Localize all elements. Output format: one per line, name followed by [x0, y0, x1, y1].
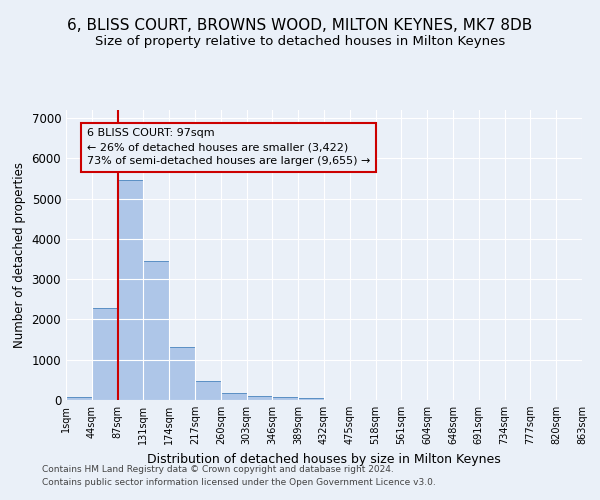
Bar [169, 347, 195, 400]
X-axis label: Distribution of detached houses by size in Milton Keynes: Distribution of detached houses by size … [147, 452, 501, 466]
Text: Size of property relative to detached houses in Milton Keynes: Size of property relative to detached ho… [95, 35, 505, 48]
Bar [92, 308, 118, 400]
Bar [298, 398, 324, 400]
Y-axis label: Number of detached properties: Number of detached properties [13, 162, 26, 348]
Text: 6, BLISS COURT, BROWNS WOOD, MILTON KEYNES, MK7 8DB: 6, BLISS COURT, BROWNS WOOD, MILTON KEYN… [67, 18, 533, 32]
Bar [221, 394, 247, 400]
Bar [118, 180, 143, 400]
Bar [272, 398, 298, 400]
Bar [195, 381, 221, 400]
Bar [66, 397, 92, 400]
Text: 6 BLISS COURT: 97sqm
← 26% of detached houses are smaller (3,422)
73% of semi-de: 6 BLISS COURT: 97sqm ← 26% of detached h… [86, 128, 370, 166]
Bar [143, 261, 169, 400]
Text: Contains HM Land Registry data © Crown copyright and database right 2024.: Contains HM Land Registry data © Crown c… [42, 466, 394, 474]
Bar [247, 396, 272, 400]
Text: Contains public sector information licensed under the Open Government Licence v3: Contains public sector information licen… [42, 478, 436, 487]
